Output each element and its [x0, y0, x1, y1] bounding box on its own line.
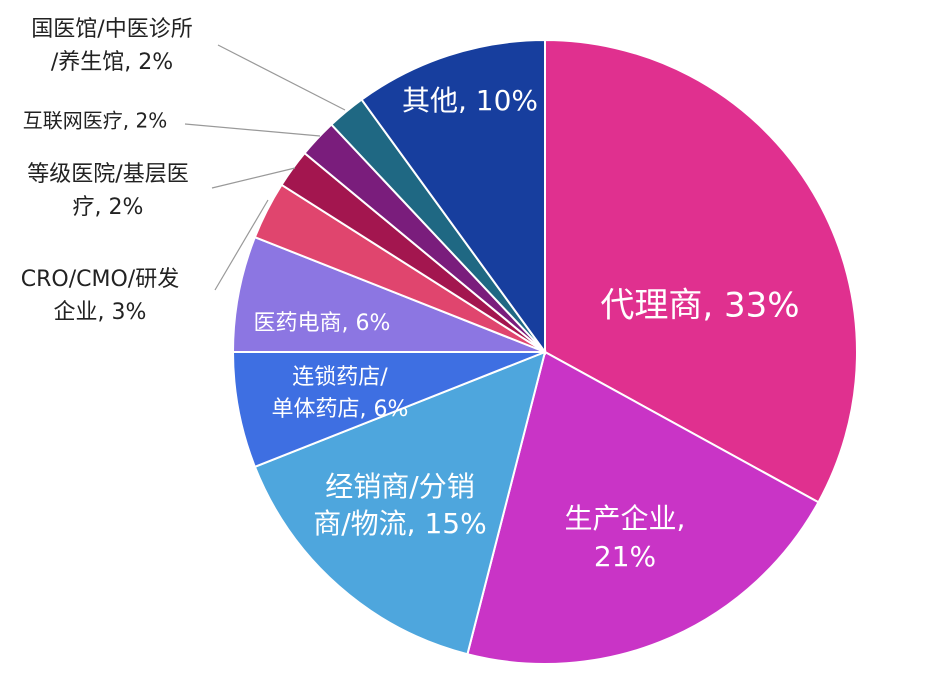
leader-line [211, 167, 296, 189]
slice-label: 代理商, 33% [600, 286, 799, 326]
pie-slice [544, 38, 858, 504]
slice-label: 国医馆/中医诊所 [31, 17, 192, 42]
pie-slice [253, 350, 547, 656]
slice-label: 生产企业, [565, 502, 686, 535]
leader-line [217, 44, 346, 111]
slice-label: /养生馆, 2% [51, 50, 173, 75]
slice-label: 连锁药店/ [292, 365, 388, 390]
slice-label: CRO/CMO/研发 [21, 267, 179, 292]
leader-line [184, 123, 321, 137]
leader-line [214, 199, 269, 291]
slice-label: 单体药店, 6% [272, 397, 409, 422]
pie-slice [360, 38, 546, 356]
slice-label: 企业, 3% [54, 300, 147, 325]
slice-label: 互联网医疗, 2% [23, 109, 167, 133]
slice-label: 商/物流, 15% [313, 507, 486, 540]
slice-label: 疗, 2% [73, 195, 144, 220]
slice-label: 21% [594, 540, 656, 573]
slice-label: 医药电商, 6% [254, 311, 391, 336]
slice-label: 等级医院/基层医 [27, 162, 188, 187]
pie-slice [466, 350, 820, 665]
slice-label: 经销商/分销 [325, 470, 474, 503]
slice-label: 其他, 10% [402, 84, 538, 117]
